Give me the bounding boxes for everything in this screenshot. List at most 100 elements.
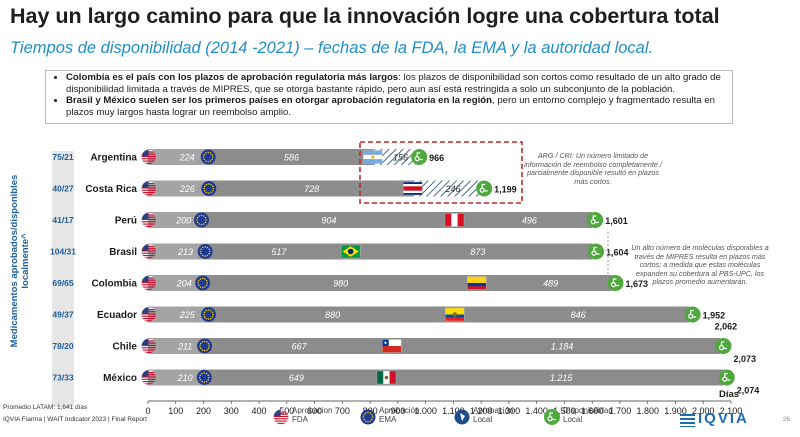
bar-segment-ema: [210, 306, 455, 323]
iqvia-logo: IQVIA: [698, 410, 749, 427]
row-country-label: Ecuador: [97, 310, 137, 321]
ratio-column: [52, 151, 74, 407]
x-tick-label: 1.600: [581, 406, 604, 416]
total-days-label-alt: 2,062: [715, 322, 738, 332]
x-tick-label: 500: [279, 406, 294, 416]
x-tick-label: 700: [335, 406, 350, 416]
x-tick-label: 600: [307, 406, 322, 416]
row-ratio: 73/33: [52, 373, 74, 383]
bar-segment-ema: [207, 243, 351, 260]
chart-row-chile: 78/20 Chile 211 667 1.184 2,073: [52, 338, 756, 364]
costarica-flag-icon: [403, 181, 423, 196]
bar-segment-local: [372, 149, 417, 165]
local-days-label: 156: [393, 153, 408, 163]
availability-icon: [684, 306, 701, 323]
availability-icon: [587, 212, 604, 228]
chile-flag-icon: [382, 339, 402, 353]
usa-flag-icon: [141, 306, 157, 323]
usa-flag-icon: [141, 275, 157, 291]
total-days-label: 1,673: [625, 279, 648, 289]
brasil-flag-icon: [340, 244, 361, 259]
legend-label-line2: EMA: [379, 415, 397, 424]
chart-row-costarica: 40/27 Costa Rica 226 728 246 1,199: [52, 180, 517, 197]
annotation-arg-cri: ARG / CRI: Un número limitado de informa…: [524, 151, 662, 186]
row-ratio: 40/27: [52, 184, 74, 194]
source-note: IQVIA Fiarma | WAIT Indicator 2023 | Fin…: [3, 416, 147, 423]
row-country-label: Chile: [113, 342, 138, 353]
bar-segment-local: [454, 212, 593, 228]
iqvia-logo-mark: [680, 414, 695, 427]
eu-flag-icon: [197, 244, 213, 259]
fda-days-label: 211: [177, 342, 192, 352]
bar-segment-fda: [148, 212, 204, 228]
bar-segment-fda: [148, 180, 211, 197]
bar-segment-fda: [148, 243, 208, 260]
usa-flag-icon: [273, 409, 289, 425]
bar-segment-local: [350, 243, 594, 260]
x-tick-label: 400: [252, 406, 267, 416]
page-title: Hay un largo camino para que la innovaci…: [10, 4, 720, 28]
total-days-label: 1,601: [605, 216, 628, 226]
x-tick-label: 300: [224, 406, 239, 416]
x-tick-label: 1.700: [609, 406, 632, 416]
peru-flag-icon: [444, 213, 465, 227]
total-days-label: 2,073: [733, 354, 756, 364]
x-tick-label: 900: [390, 406, 405, 416]
usa-flag-icon: [141, 180, 157, 197]
legend-label-line1: Aprobación: [473, 406, 514, 415]
availability-icon: [607, 275, 624, 291]
x-tick-label: 1.300: [498, 406, 521, 416]
row-country-label: Colombia: [91, 279, 137, 290]
bar-segment-ema: [204, 275, 477, 291]
local-days-label: 846: [571, 310, 586, 320]
availability-icon: [588, 243, 605, 260]
highlight-box: [359, 141, 523, 204]
legend-label-line1: Aprobacion: [292, 406, 333, 415]
ema-days-label: 904: [321, 216, 336, 226]
availability-icon: [476, 180, 493, 197]
row-ratio: 69/65: [52, 278, 74, 288]
page-number: 26: [782, 416, 790, 423]
local-days-label: 1.215: [550, 373, 574, 383]
legend-label-line1: Aprobación: [379, 406, 420, 415]
ema-days-label: 728: [304, 184, 319, 194]
bullet-item: Colombia es el país con los plazos de ap…: [66, 72, 726, 95]
bar-segment-fda: [148, 306, 211, 323]
bar-segment-local: [476, 275, 613, 291]
fda-days-label: 226: [179, 184, 195, 194]
local-days-label: 489: [543, 279, 558, 289]
x-tick-label: 1.900: [664, 406, 687, 416]
eu-flag-icon: [360, 409, 376, 425]
row-ratio: 75/21: [52, 152, 74, 162]
ema-days-label: 980: [333, 279, 348, 289]
bar-segment-ema: [210, 180, 413, 197]
bullet-item: Brasil y México suelen ser los primeros …: [66, 95, 726, 118]
mexico-flag-icon: [376, 370, 397, 385]
fda-days-label: 225: [179, 310, 196, 320]
x-tick-label: 100: [168, 406, 183, 416]
ecuador-flag-icon: [445, 307, 465, 322]
eu-flag-icon: [197, 338, 213, 354]
x-tick-label: 1.100: [442, 406, 465, 416]
row-country-label: Brasil: [109, 247, 137, 258]
total-days-label: 1,604: [606, 248, 629, 258]
bar-segment-local: [386, 369, 724, 386]
usa-flag-icon: [141, 243, 157, 260]
bar-segment-fda: [148, 275, 205, 291]
ema-days-label: 667: [292, 342, 308, 352]
chart-row-colombia: 69/65 Colombia 204 980 489 1,673: [52, 275, 648, 291]
x-tick-label: 1.000: [414, 406, 437, 416]
eu-flag-icon: [201, 181, 217, 196]
latam-average: Promedio LATAM: 1,641 días: [3, 404, 88, 411]
ema-days-label: 880: [325, 310, 340, 320]
legend-item: Aprobacion FDA: [272, 406, 333, 425]
annotation-colombia: Un alto número de moléculas disponibles …: [631, 243, 769, 287]
x-axis-label: Días: [719, 389, 739, 400]
ema-days-label: 586: [284, 153, 299, 163]
ema-days-label: 517: [271, 247, 287, 257]
total-days-label: 1,952: [703, 311, 726, 321]
usa-flag-icon: [141, 369, 157, 386]
row-country-label: Argentina: [90, 153, 137, 164]
